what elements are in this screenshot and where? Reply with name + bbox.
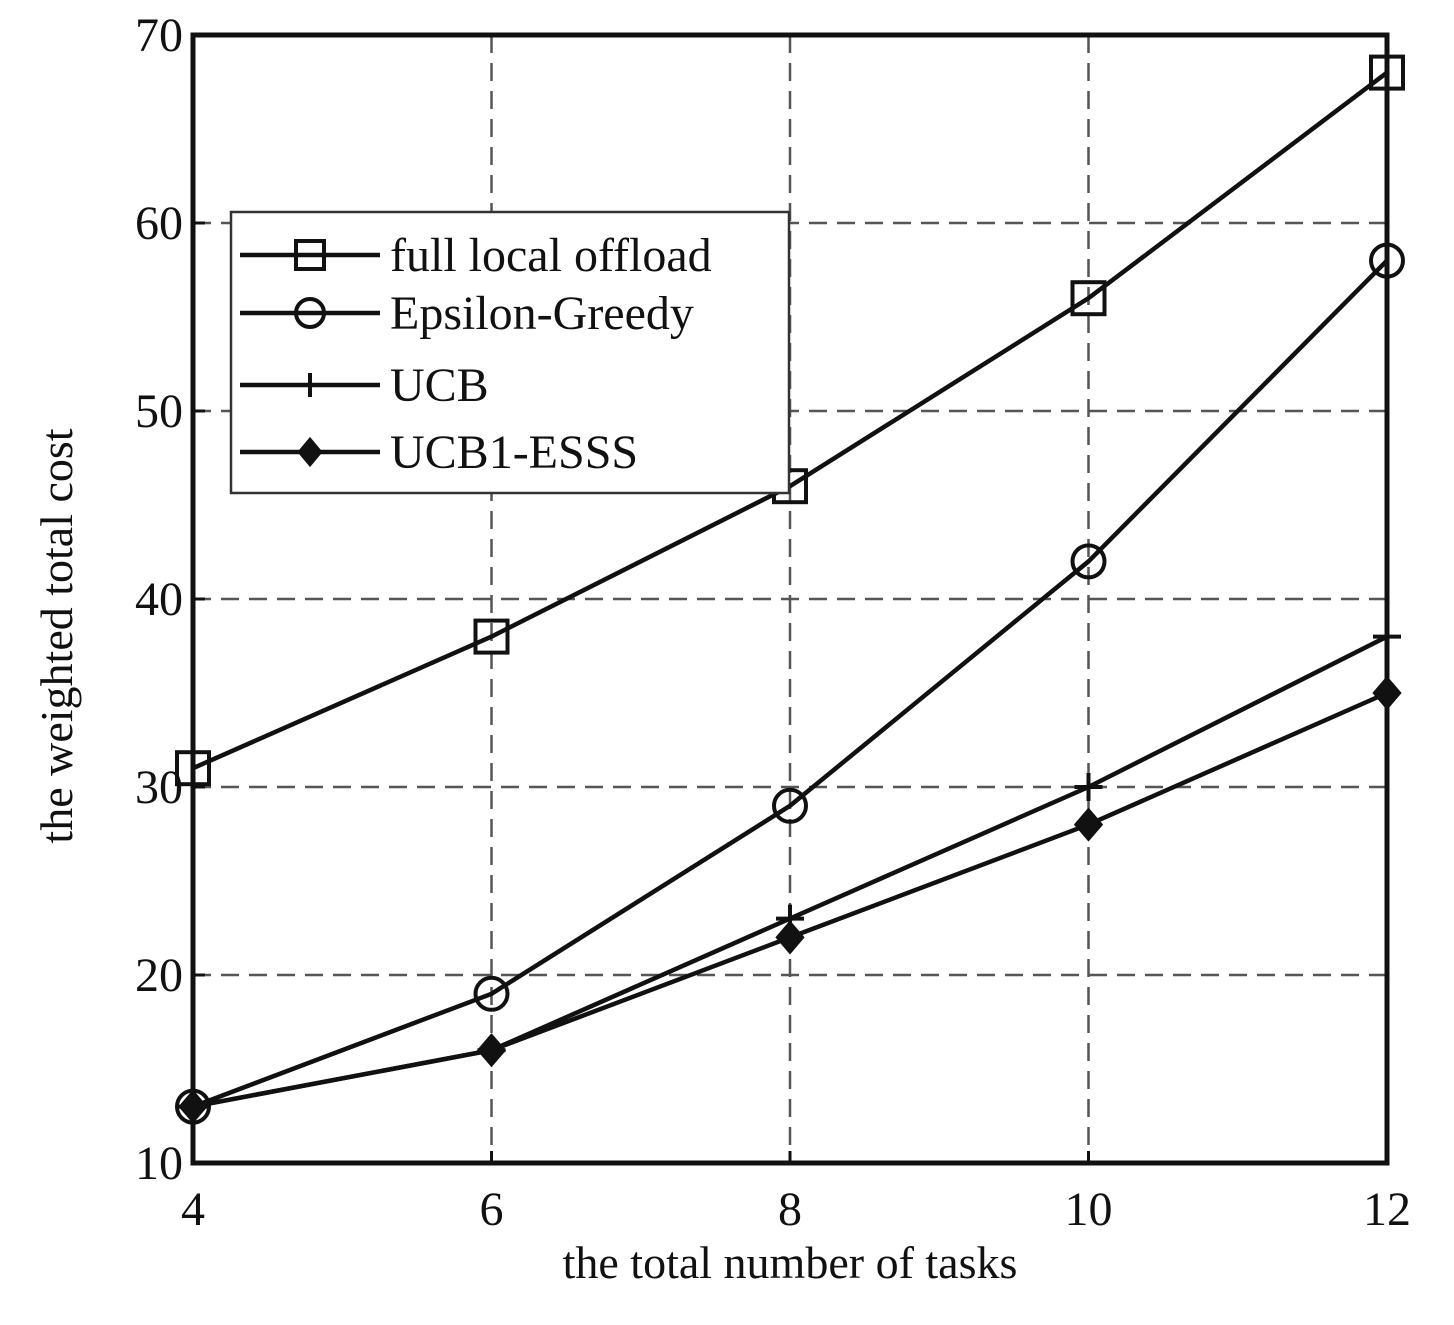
x-axis-label: the total number of tasks (563, 1237, 1018, 1288)
marker (772, 787, 808, 824)
y-axis-label: the weighted total cost (31, 428, 82, 843)
y-tick-label: 10 (135, 1137, 183, 1190)
x-tick-label: 10 (1065, 1183, 1113, 1236)
marker (1074, 773, 1103, 801)
marker (175, 750, 211, 787)
x-tick-label: 8 (778, 1183, 802, 1236)
series-line (192, 259, 1389, 1109)
marker (1073, 807, 1104, 842)
marker (1070, 280, 1107, 317)
legend-label: UCB (390, 359, 489, 412)
legend-label: full local offload (390, 229, 712, 282)
y-tick-label: 20 (135, 949, 183, 1002)
legend-marker (294, 239, 326, 271)
y-tick-label: 50 (135, 385, 183, 438)
plot-frame (190, 32, 1390, 1166)
legend-label: UCB1-ESSS (390, 426, 638, 479)
marker (476, 1033, 507, 1068)
legend-marker (294, 297, 326, 329)
y-tick-label: 70 (135, 9, 183, 62)
marker (775, 920, 805, 955)
marker (1372, 675, 1402, 711)
x-tick-label: 12 (1363, 1183, 1411, 1236)
x-tick-label: 6 (480, 1183, 504, 1236)
marker (178, 1089, 208, 1124)
x-tick-label: 4 (181, 1183, 205, 1236)
marker (1369, 242, 1405, 279)
marker (1369, 54, 1405, 91)
marker (473, 975, 510, 1012)
legend-marker (298, 373, 322, 397)
y-tick-label: 60 (135, 197, 183, 250)
marker (473, 618, 510, 655)
y-tick-label: 40 (135, 573, 183, 626)
marker (1373, 622, 1401, 651)
legend-marker (297, 436, 323, 468)
legend-label: Epsilon-Greedy (390, 287, 694, 340)
marker (1070, 543, 1107, 580)
